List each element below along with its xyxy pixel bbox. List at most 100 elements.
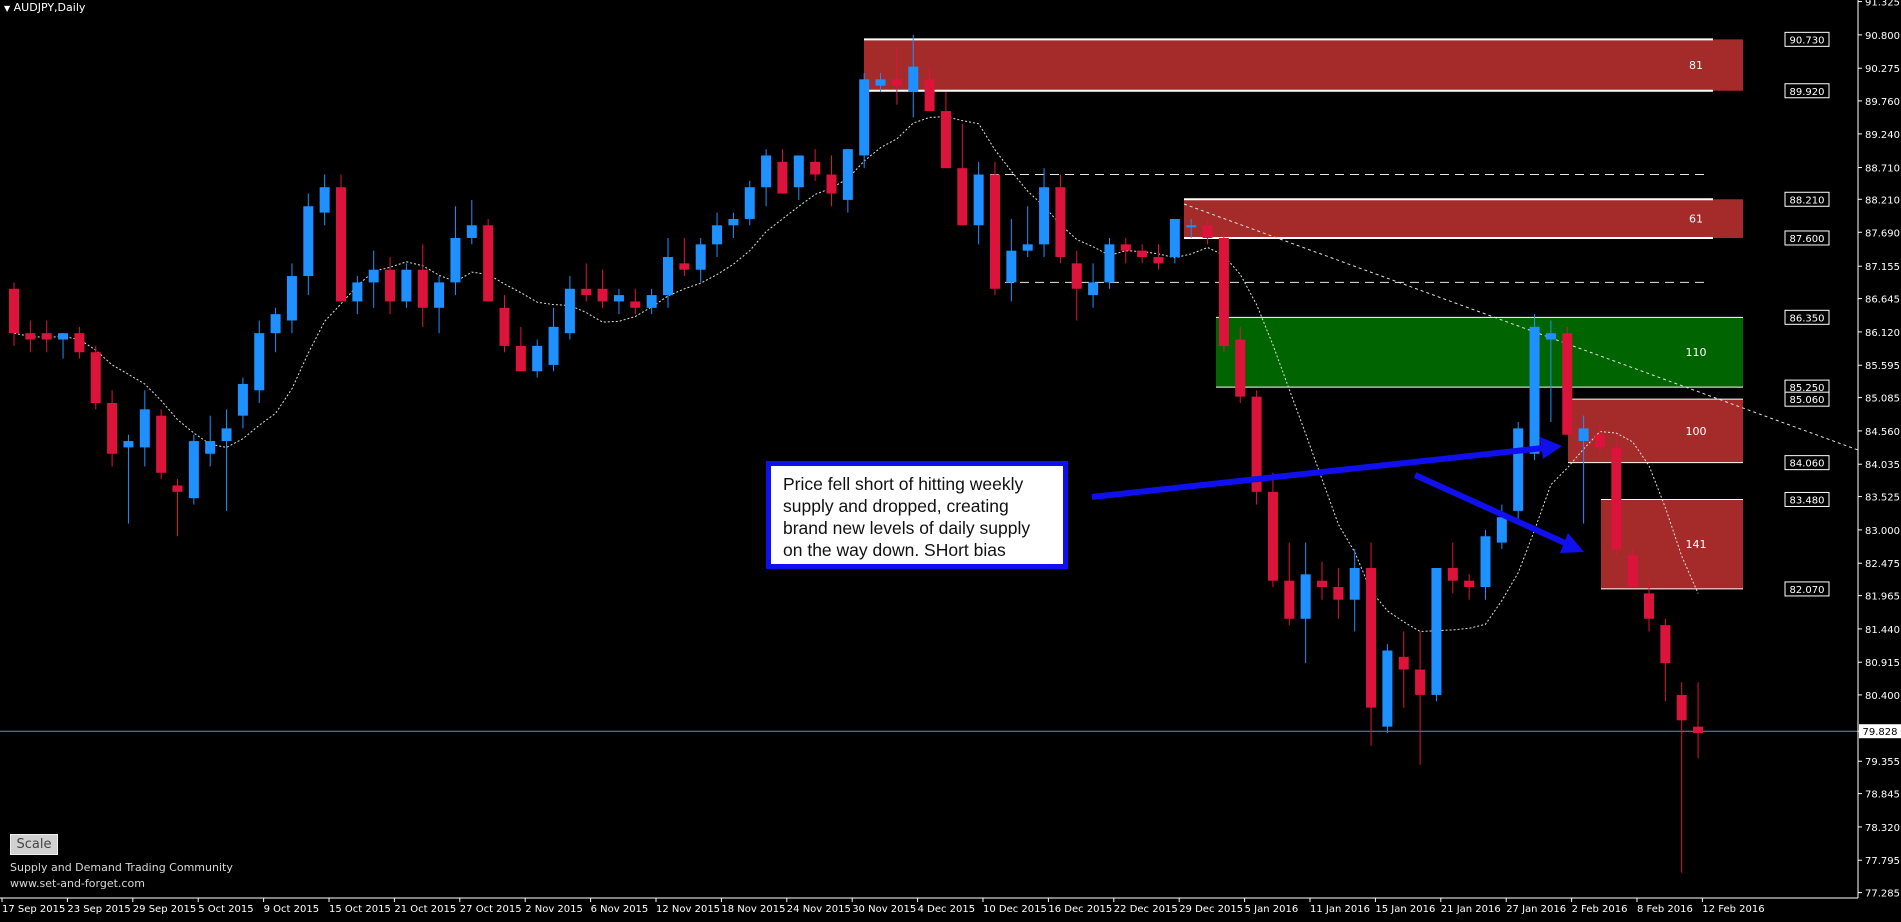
price-marker-box <box>1784 191 1830 207</box>
price-tick-label: 88.710 <box>1865 164 1900 175</box>
candle-body <box>793 155 804 188</box>
time-tick-label: 21 Oct 2015 <box>394 904 456 915</box>
candle-body <box>1169 218 1180 258</box>
candle-body <box>58 333 69 340</box>
candle-body <box>1464 580 1475 588</box>
price-tick-label: 84.560 <box>1865 427 1900 438</box>
candle-body <box>1415 669 1426 695</box>
candle-body <box>957 168 968 226</box>
time-tick-label: 2 Feb 2016 <box>1572 904 1628 915</box>
candle-body <box>90 352 101 403</box>
lines-layer <box>0 116 1859 732</box>
candle-body <box>286 276 297 321</box>
price-tick-label: 79.355 <box>1865 757 1900 768</box>
candle-body <box>663 257 673 296</box>
candle-body <box>1071 263 1082 289</box>
candle-body <box>891 79 902 86</box>
annotation-arrowhead-2 <box>1560 533 1584 553</box>
candle-body <box>188 441 199 499</box>
annotation-text: Price fell short of hitting weekly suppl… <box>783 474 1031 560</box>
price-tick-label: 86.120 <box>1865 328 1900 339</box>
candle-body <box>1284 580 1295 619</box>
price-tick-label: 87.690 <box>1865 228 1900 239</box>
candle-body <box>1267 491 1278 581</box>
annotation-callout: Price fell short of hitting weekly suppl… <box>766 461 1068 569</box>
time-tick-label: 6 Nov 2015 <box>591 904 649 915</box>
price-marker-box <box>1784 309 1830 325</box>
candle-body <box>1022 244 1033 251</box>
price-tick-label: 87.155 <box>1865 262 1900 273</box>
price-tick-label: 90.800 <box>1865 31 1900 42</box>
price-marker-label: 90.730 <box>1790 35 1825 46</box>
candle-body <box>1693 726 1704 733</box>
candle-body <box>973 174 984 226</box>
chart-title-text: AUDJPY,Daily <box>13 1 86 14</box>
candle-body <box>1529 326 1540 454</box>
zone-label: 141 <box>1686 538 1707 551</box>
time-tick-label: 9 Oct 2015 <box>264 904 319 915</box>
title-dropdown-icon[interactable]: ▼ <box>4 4 11 13</box>
time-tick-label: 4 Dec 2015 <box>918 904 976 915</box>
price-tick-label: 83.525 <box>1865 493 1900 504</box>
candle-body <box>1300 574 1311 619</box>
candle-body <box>1578 428 1589 442</box>
price-tick-label: 81.965 <box>1865 592 1900 603</box>
candle-body <box>319 187 330 213</box>
current-price-tag <box>1859 724 1901 739</box>
candle-body <box>1120 244 1131 251</box>
time-tick-label: 5 Oct 2015 <box>198 904 253 915</box>
time-tick-label: 22 Dec 2015 <box>1114 904 1178 915</box>
candle-body <box>1104 244 1115 283</box>
candle-body <box>1447 567 1458 581</box>
candle-body <box>25 333 36 340</box>
candle-body <box>728 218 739 226</box>
candle-body <box>761 155 772 188</box>
candle-body <box>401 269 412 302</box>
price-marker-box <box>1784 491 1830 507</box>
time-tick-label: 27 Oct 2015 <box>460 904 522 915</box>
candle-body <box>139 409 150 448</box>
candle-body <box>1545 333 1556 340</box>
candle-body <box>1480 536 1491 588</box>
annotation-arrow-2 <box>1413 472 1567 546</box>
candle-body <box>237 383 248 416</box>
scale-button[interactable]: Scale <box>10 834 58 855</box>
candle-body <box>1611 447 1622 549</box>
zone-label: 81 <box>1689 59 1703 72</box>
candle-body <box>1186 225 1197 228</box>
price-marker-box <box>1784 83 1830 99</box>
zone-label: 61 <box>1689 213 1703 226</box>
candle-body <box>385 269 396 302</box>
candle-body <box>417 269 428 308</box>
candle-body <box>74 333 85 353</box>
candles-layer <box>9 34 1704 873</box>
time-tick-label: 5 Jan 2016 <box>1245 904 1299 915</box>
current-price-label: 79.828 <box>1863 727 1898 738</box>
price-marker-label: 85.060 <box>1790 395 1825 406</box>
price-tick-label: 90.275 <box>1865 64 1900 75</box>
candle-body <box>564 288 575 334</box>
time-tick-label: 8 Feb 2016 <box>1637 904 1693 915</box>
candle-body <box>940 111 951 169</box>
candle-body <box>1431 567 1442 695</box>
time-tick-label: 18 Nov 2015 <box>721 904 785 915</box>
candle-body <box>597 288 608 302</box>
candle-body <box>1006 250 1017 283</box>
candle-body <box>352 282 363 302</box>
candle-body <box>777 161 788 194</box>
candle-body <box>1644 593 1654 619</box>
time-tick-label: 12 Nov 2015 <box>656 904 720 915</box>
price-marker-box <box>1784 31 1830 47</box>
candle-body <box>1398 656 1409 670</box>
price-marker-label: 87.600 <box>1790 234 1825 245</box>
candle-body <box>1513 428 1524 511</box>
price-tick-label: 89.240 <box>1865 130 1900 141</box>
candle-body <box>205 441 216 454</box>
candle-body <box>1627 555 1638 588</box>
price-tick-label: 80.400 <box>1865 691 1900 702</box>
candle-body <box>1251 396 1262 492</box>
candle-body <box>1333 587 1344 600</box>
time-tick-label: 29 Dec 2015 <box>1179 904 1243 915</box>
